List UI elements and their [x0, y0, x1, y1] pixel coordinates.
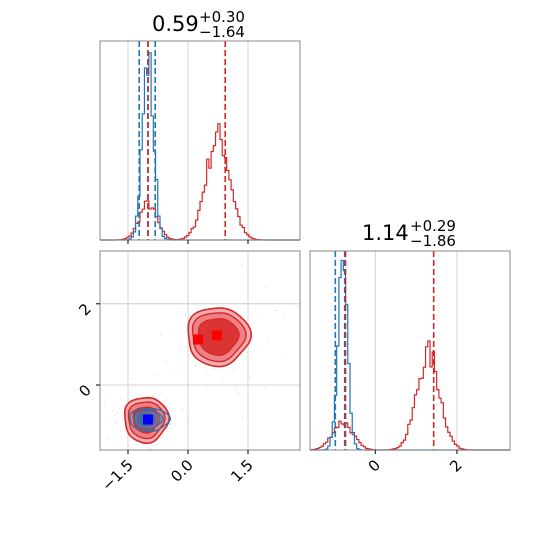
scatter-faint-red-a-27	[134, 383, 137, 386]
y-tick-label-1: 2	[75, 300, 94, 319]
scatter-faint-red-b-28	[159, 333, 162, 336]
scatter-faint-red-a-22	[115, 410, 118, 413]
x-tick-label-1: 0.0	[167, 456, 197, 486]
scatter-faint-blue-21	[130, 377, 133, 380]
title-1-value: 0.59	[152, 12, 199, 36]
scatter-faint-blue-29	[104, 402, 107, 404]
histogram-panel-param-1	[99, 40, 301, 244]
scatter-faint-red-a-25	[108, 418, 110, 421]
scatter-faint-blue-5	[118, 407, 121, 410]
scatter-faint-red-a-4	[112, 409, 114, 412]
scatter-faint-red-b-16	[282, 311, 285, 314]
scatter-faint-red-a-24	[114, 422, 117, 424]
scatter-faint-red-a-0	[185, 409, 188, 412]
scatter-faint-red-a-36	[120, 397, 123, 400]
hist1-frame	[99, 40, 301, 241]
scatter-faint-blue-18	[149, 448, 152, 450]
scatter-faint-red-b-34	[264, 387, 267, 390]
histogram-panel-param-2	[309, 250, 511, 454]
hist1-red-step	[100, 123, 300, 241]
hist2-red-step	[310, 340, 510, 451]
scatter-faint-blue-14	[164, 403, 167, 406]
scatter-faint-red-b-35	[221, 378, 224, 380]
scatter-faint-red-b-15	[169, 329, 172, 332]
scatter-faint-red-a-33	[156, 374, 159, 376]
hist2-frame	[309, 250, 511, 451]
title-param-2: 1.14 +0.29 −1.86	[362, 217, 456, 250]
scatter-frame	[99, 250, 301, 451]
scatter-faint-red-a-28	[127, 434, 129, 437]
scatter-faint-red-b-26	[195, 364, 197, 367]
scatter-faint-red-b-27	[180, 346, 182, 349]
title-2-plus: +0.29	[410, 217, 456, 235]
scatter-faint-red-b-12	[240, 263, 243, 266]
x2-tick-label-1: 2	[446, 456, 465, 475]
scatter-panel-2d	[96, 250, 301, 454]
scatter-faint-red-b-29	[274, 309, 277, 312]
title-1-plus: +0.30	[199, 8, 245, 26]
scatter-faint-blue-31	[169, 422, 172, 425]
x2-tick-label-0: 0	[365, 456, 384, 475]
scatter-marker-2	[211, 330, 222, 341]
title-2-value: 1.14	[362, 221, 409, 245]
title-param-1: 0.59 +0.30 −1.64	[152, 8, 245, 41]
scatter-faint-red-b-9	[257, 313, 260, 316]
scatter-faint-blue-3	[141, 393, 144, 396]
y-tick-label-0: 0	[75, 381, 94, 400]
scatter-faint-red-a-16	[181, 408, 184, 411]
x-tick-label-2: 1.5	[227, 456, 257, 486]
scatter-faint-red-b-38	[266, 337, 269, 340]
title-2-minus: −1.86	[410, 232, 456, 250]
contour-blue-outer	[129, 407, 171, 433]
scatter-faint-red-b-5	[249, 375, 251, 378]
scatter-faint-red-b-37	[241, 416, 244, 419]
scatter-faint-red-b-19	[212, 368, 215, 370]
x-tick-label-0: −1.5	[98, 456, 136, 494]
scatter-faint-red-a-29	[166, 427, 169, 430]
scatter-faint-red-b-20	[205, 372, 208, 375]
hist1-blue-step	[100, 52, 300, 241]
scatter-faint-red-b-6	[206, 389, 209, 392]
scatter-faint-red-a-39	[114, 413, 117, 416]
scatter-faint-blue-4	[165, 398, 168, 401]
scatter-faint-red-b-8	[281, 354, 284, 357]
scatter-faint-red-b-39	[194, 364, 197, 367]
scatter-faint-red-b-0	[237, 392, 239, 395]
scatter-faint-blue-34	[153, 392, 156, 395]
scatter-faint-red-a-32	[107, 437, 110, 439]
scatter-faint-red-b-11	[260, 347, 263, 350]
scatter-faint-red-a-17	[165, 360, 168, 363]
scatter-faint-red-b-14	[243, 302, 246, 304]
scatter-faint-red-a-21	[151, 395, 154, 398]
scatter-faint-red-a-37	[109, 391, 111, 394]
scatter-faint-red-b-32	[265, 286, 267, 289]
scatter-faint-blue-12	[169, 423, 172, 426]
scatter-faint-red-b-1	[245, 351, 248, 354]
scatter-faint-red-b-24	[234, 385, 237, 388]
scatter-marker-1	[193, 334, 203, 345]
scatter-faint-red-a-14	[156, 443, 158, 446]
scatter-faint-red-a-38	[175, 373, 177, 376]
scatter-marker-0	[143, 414, 153, 425]
scatter-faint-blue-38	[166, 405, 169, 408]
title-1-minus: −1.64	[199, 23, 245, 41]
scatter-faint-blue-13	[186, 419, 188, 422]
scatter-faint-red-b-2	[233, 368, 236, 371]
tick-labels: −1.5 0.0 1.5 0 2 0 2	[75, 300, 465, 495]
scatter-faint-red-b-30	[192, 302, 195, 305]
scatter-faint-blue-27	[119, 430, 122, 433]
